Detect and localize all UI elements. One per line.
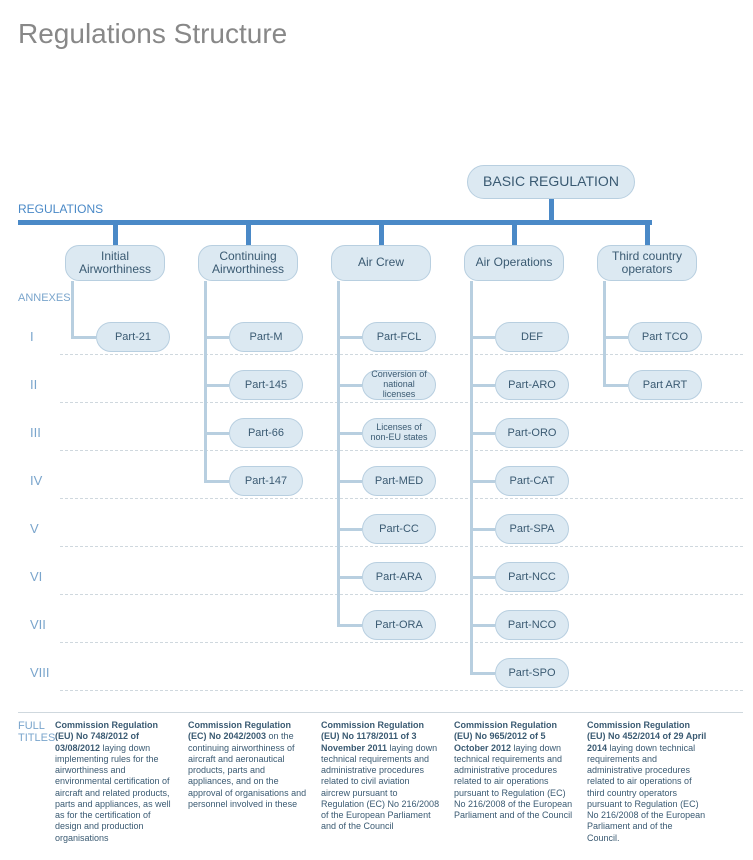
part-node: Conversion of national licenses — [362, 370, 436, 400]
part-node: Licenses of non-EU states — [362, 418, 436, 448]
connector — [549, 199, 554, 220]
annex-row-label: II — [30, 377, 37, 392]
connector-bus-left — [18, 220, 120, 225]
part-connector — [603, 336, 628, 339]
connector — [246, 220, 251, 245]
part-connector — [603, 384, 628, 387]
annex-row-label: VII — [30, 617, 46, 632]
part-connector — [470, 336, 495, 339]
annex-row-divider — [60, 594, 743, 595]
part-node: Part-147 — [229, 466, 303, 496]
connector — [379, 220, 384, 245]
category-node: Air Operations — [464, 245, 564, 281]
full-title: Commission Regulation (EU) No 965/2012 o… — [454, 720, 574, 821]
annex-row-divider — [60, 642, 743, 643]
page-title: Regulations Structure — [18, 18, 753, 50]
part-connector — [337, 384, 362, 387]
category-node: Third country operators — [597, 245, 697, 281]
part-node: Part-SPA — [495, 514, 569, 544]
connector — [645, 220, 650, 245]
connector — [113, 220, 118, 245]
annex-row-divider — [60, 450, 743, 451]
diagram: BASIC REGULATIONREGULATIONSANNEXESIIIIII… — [0, 90, 753, 860]
part-node: Part ART — [628, 370, 702, 400]
label-annexes: ANNEXES — [18, 292, 71, 304]
full-title: Commission Regulation (EU) No 1178/2011 … — [321, 720, 441, 833]
part-node: Part-M — [229, 322, 303, 352]
category-node: Continuing Airworthiness — [198, 245, 298, 281]
part-node: Part-ARA — [362, 562, 436, 592]
annex-row-divider — [60, 354, 743, 355]
annex-row-label: III — [30, 425, 41, 440]
part-connector — [470, 432, 495, 435]
part-node: Part-21 — [96, 322, 170, 352]
full-title: Commission Regulation (EU) No 748/2012 o… — [55, 720, 175, 844]
part-connector — [337, 336, 362, 339]
part-connector — [204, 336, 229, 339]
annex-row-divider — [60, 546, 743, 547]
part-node: DEF — [495, 322, 569, 352]
part-connector — [337, 576, 362, 579]
spine — [204, 281, 207, 481]
part-node: Part TCO — [628, 322, 702, 352]
part-connector — [337, 528, 362, 531]
full-title: Commission Regulation (EU) No 452/2014 o… — [587, 720, 707, 844]
annex-row-label: VI — [30, 569, 42, 584]
annex-row-label: IV — [30, 473, 42, 488]
full-titles-divider — [18, 712, 743, 713]
part-node: Part-CAT — [495, 466, 569, 496]
part-connector — [204, 480, 229, 483]
category-node: Air Crew — [331, 245, 431, 281]
root-node: BASIC REGULATION — [467, 165, 635, 199]
part-connector — [337, 432, 362, 435]
connector — [512, 220, 517, 245]
annex-row-divider — [60, 402, 743, 403]
part-node: Part-MED — [362, 466, 436, 496]
annex-row-divider — [60, 690, 743, 691]
annex-row-label: I — [30, 329, 34, 344]
part-node: Part-ORO — [495, 418, 569, 448]
part-node: Part-NCC — [495, 562, 569, 592]
annex-row-label: V — [30, 521, 39, 536]
annex-row-label: VIII — [30, 665, 50, 680]
full-title: Commission Regulation (EC) No 2042/2003 … — [188, 720, 308, 810]
part-connector — [470, 672, 495, 675]
part-connector — [470, 576, 495, 579]
label-full-titles: FULL TITLES — [18, 720, 66, 744]
spine — [603, 281, 606, 385]
spine — [71, 281, 74, 337]
spine — [470, 281, 473, 673]
label-regulations: REGULATIONS — [18, 202, 103, 216]
part-connector — [337, 480, 362, 483]
category-node: Initial Airworthiness — [65, 245, 165, 281]
part-node: Part-CC — [362, 514, 436, 544]
part-node: Part-NCO — [495, 610, 569, 640]
part-connector — [204, 432, 229, 435]
part-node: Part-SPO — [495, 658, 569, 688]
part-node: Part-145 — [229, 370, 303, 400]
part-connector — [337, 624, 362, 627]
part-node: Part-ARO — [495, 370, 569, 400]
part-connector — [470, 528, 495, 531]
part-connector — [71, 336, 96, 339]
part-connector — [470, 384, 495, 387]
part-node: Part-66 — [229, 418, 303, 448]
part-node: Part-FCL — [362, 322, 436, 352]
part-node: Part-ORA — [362, 610, 436, 640]
spine — [337, 281, 340, 625]
part-connector — [470, 624, 495, 627]
part-connector — [470, 480, 495, 483]
part-connector — [204, 384, 229, 387]
annex-row-divider — [60, 498, 743, 499]
